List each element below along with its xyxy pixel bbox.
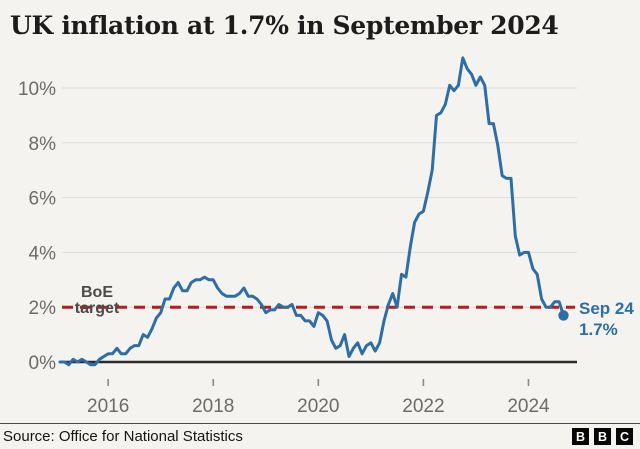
x-tick-label: 2024 <box>507 396 550 417</box>
x-tick-label: 2016 <box>87 396 129 417</box>
y-tick-label: 2% <box>29 298 57 319</box>
y-tick-label: 8% <box>29 134 57 155</box>
inflation-series-line <box>58 56 565 367</box>
x-tick-label: 2022 <box>402 396 444 417</box>
boe-target-label-line2: target <box>74 300 120 317</box>
endpoint-date: Sep 24 <box>579 299 634 318</box>
y-tick-label: 4% <box>29 243 57 264</box>
x-tick-label: 2020 <box>297 396 339 417</box>
bbc-logo-letter-c: C <box>616 428 633 445</box>
x-tick-label: 2018 <box>192 396 234 417</box>
y-tick-label: 10% <box>18 79 56 100</box>
endpoint-dot <box>558 310 569 321</box>
endpoint-value: 1.7% <box>579 320 618 339</box>
bbc-logo-letter-b2: B <box>594 428 611 445</box>
chart-title: UK inflation at 1.7% in September 2024 <box>10 11 559 40</box>
bbc-logo: B B C <box>572 428 633 445</box>
endpoint-annotation: Sep 24 1.7% <box>579 298 634 340</box>
boe-target-label-line1: BoE <box>81 284 113 301</box>
y-tick-label: 6% <box>29 189 57 210</box>
boe-target-label: BoE target <box>40 285 154 317</box>
y-tick-label: 0% <box>29 353 57 374</box>
bbc-logo-letter-b1: B <box>572 428 589 445</box>
source-bar: Source: Office for National Statistics B… <box>0 423 640 449</box>
source-text: Source: Office for National Statistics <box>3 428 243 445</box>
